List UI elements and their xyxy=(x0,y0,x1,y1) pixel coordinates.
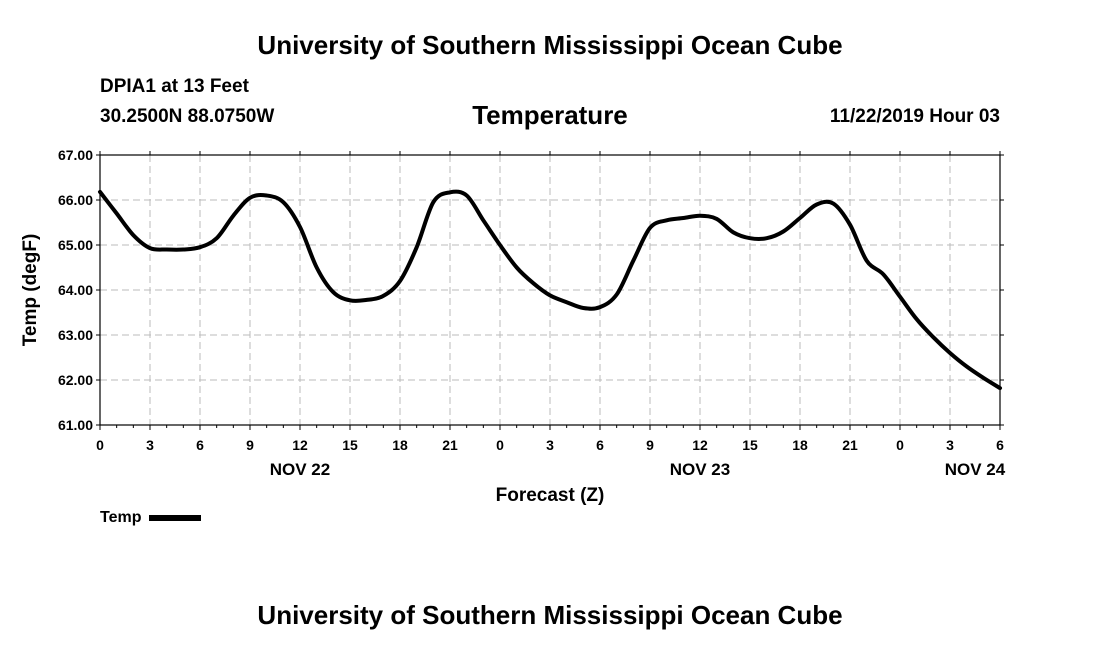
x-tick-label: 6 xyxy=(596,437,604,453)
x-tick-label: 3 xyxy=(546,437,554,453)
forecast-datetime: 11/22/2019 Hour 03 xyxy=(829,106,1000,127)
y-tick-label: 64.00 xyxy=(58,282,93,298)
x-tick-label: 9 xyxy=(246,437,254,453)
chart-title: Temperature xyxy=(472,100,628,130)
y-tick-label: 67.00 xyxy=(58,147,93,163)
footer-title: University of Southern Mississippi Ocean… xyxy=(257,600,843,630)
x-day-label: NOV 23 xyxy=(670,460,730,479)
series-line-temp xyxy=(98,189,1002,391)
x-tick-label: 21 xyxy=(842,437,858,453)
legend: Temp xyxy=(100,509,202,527)
x-tick-label: 0 xyxy=(96,437,104,453)
page-title: University of Southern Mississippi Ocean… xyxy=(257,30,843,60)
x-tick-label: 15 xyxy=(342,437,358,453)
y-tick-label: 66.00 xyxy=(58,192,93,208)
y-tick-label: 62.00 xyxy=(58,372,93,388)
x-tick-label: 12 xyxy=(292,437,308,453)
y-tick-label: 63.00 xyxy=(58,327,93,343)
x-tick-label: 18 xyxy=(392,437,408,453)
x-tick-label: 3 xyxy=(946,437,954,453)
x-day-label: NOV 24 xyxy=(945,460,1006,479)
y-tick-label: 61.00 xyxy=(58,417,93,433)
plot-frame xyxy=(99,154,1001,426)
legend-label-temp: Temp xyxy=(100,509,142,526)
x-tick-label: 18 xyxy=(792,437,808,453)
x-tick-label: 3 xyxy=(146,437,154,453)
x-tick-label: 21 xyxy=(442,437,458,453)
x-day-label: NOV 22 xyxy=(270,460,330,479)
x-tick-label: 6 xyxy=(196,437,204,453)
y-tick-label: 65.00 xyxy=(58,237,93,253)
x-tick-label: 12 xyxy=(692,437,708,453)
x-tick-label: 0 xyxy=(896,437,904,453)
x-tick-label: 6 xyxy=(996,437,1004,453)
x-tick-label: 15 xyxy=(742,437,758,453)
x-tick-label: 0 xyxy=(496,437,504,453)
x-axis-label: Forecast (Z) xyxy=(496,485,605,506)
legend-swatch-temp xyxy=(149,515,202,521)
x-tick-label: 9 xyxy=(646,437,654,453)
station-coordinates: 30.2500N 88.0750W xyxy=(100,106,275,127)
station-label: DPIA1 at 13 Feet xyxy=(100,76,249,97)
y-axis-label: Temp (degF) xyxy=(20,234,41,347)
